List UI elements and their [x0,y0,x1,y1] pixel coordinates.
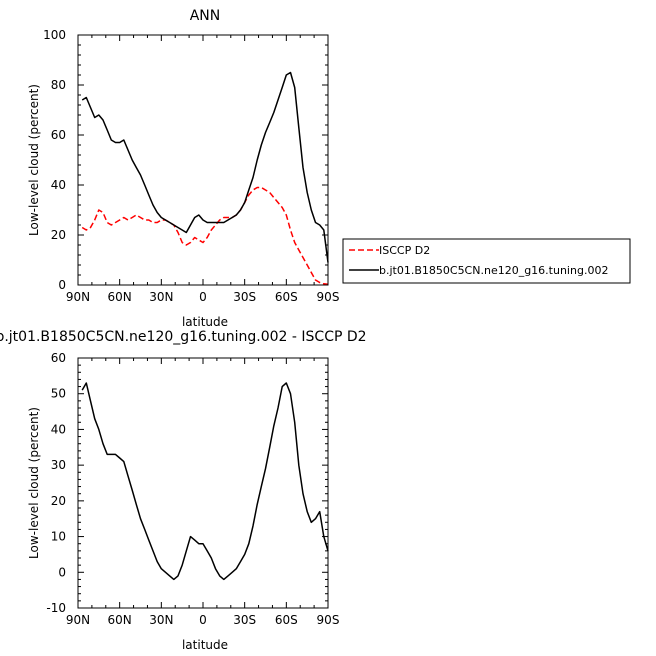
plot-area: 90N 60N 30N 0 30S 60S 90S 0 20 40 60 80 100 [43,28,339,304]
x-axis-label: latitude [182,638,228,652]
y-tick-label: 20 [51,494,66,508]
y-tick-label: 20 [51,228,66,242]
ticks-group: 90N 60N 30N 0 30S 60S 90S -10 0 10 20 30 40 50 60 [46,351,339,627]
chart-title: ANN [190,8,221,24]
legend-label-model: b.jt01.B1850C5CN.ne120_g16.tuning.002 [379,264,608,277]
x-tick-label: 60N [108,613,132,627]
y-tick-label: 10 [51,530,66,544]
y-tick-label: 40 [51,178,66,192]
chart-difference: b.jt01.B1850C5CN.ne120_g16.tuning.002 - … [0,329,367,652]
x-tick-label: 0 [199,613,207,627]
y-tick-label: 0 [58,565,66,579]
y-tick-label: -10 [46,601,66,615]
y-tick-label: 40 [51,422,66,436]
y-tick-label: 60 [51,128,66,142]
y-tick-label: 30 [51,458,66,472]
x-tick-label: 90S [317,613,340,627]
y-tick-label: 80 [51,78,66,92]
x-tick-label: 0 [199,290,207,304]
x-tick-label: 30N [149,290,173,304]
x-tick-label: 60S [275,290,298,304]
plot-area: 90N 60N 30N 0 30S 60S 90S -10 0 10 20 30 40 50 60 [46,351,339,627]
y-axis-label: Low-level cloud (percent) [27,84,41,236]
x-tick-label: 90N [66,290,90,304]
x-tick-label: 30S [233,290,256,304]
x-tick-label: 60S [275,613,298,627]
series-line-1 [81,71,329,263]
y-tick-label: 100 [43,28,66,42]
legend-box [342,238,631,284]
series-line-0 [81,186,329,286]
chart-title: b.jt01.B1850C5CN.ne120_g16.tuning.002 - … [0,329,367,345]
x-tick-label: 60N [108,290,132,304]
y-axis-label: Low-level cloud (percent) [27,407,41,559]
ticks-group: 90N 60N 30N 0 30S 60S 90S 0 20 40 60 80 100 [43,28,339,304]
legend-label-isccp: ISCCP D2 [379,244,430,257]
series-line-0 [81,382,329,581]
chart-annual-low-cloud: ANN 90N 60N 30N 0 30S 60S 90S 0 20 40 60 80 100 lati… [27,8,631,329]
y-tick-label: 50 [51,387,66,401]
x-tick-label: 30S [233,613,256,627]
series-group [81,382,329,581]
x-axis-label: latitude [182,315,228,329]
series-group [81,71,329,286]
x-tick-label: 90S [317,290,340,304]
y-tick-label: 0 [58,278,66,292]
legend: ISCCP D2 b.jt01.B1850C5CN.ne120_g16.tuni… [342,238,631,284]
x-tick-label: 90N [66,613,90,627]
y-tick-label: 60 [51,351,66,365]
x-tick-label: 30N [149,613,173,627]
